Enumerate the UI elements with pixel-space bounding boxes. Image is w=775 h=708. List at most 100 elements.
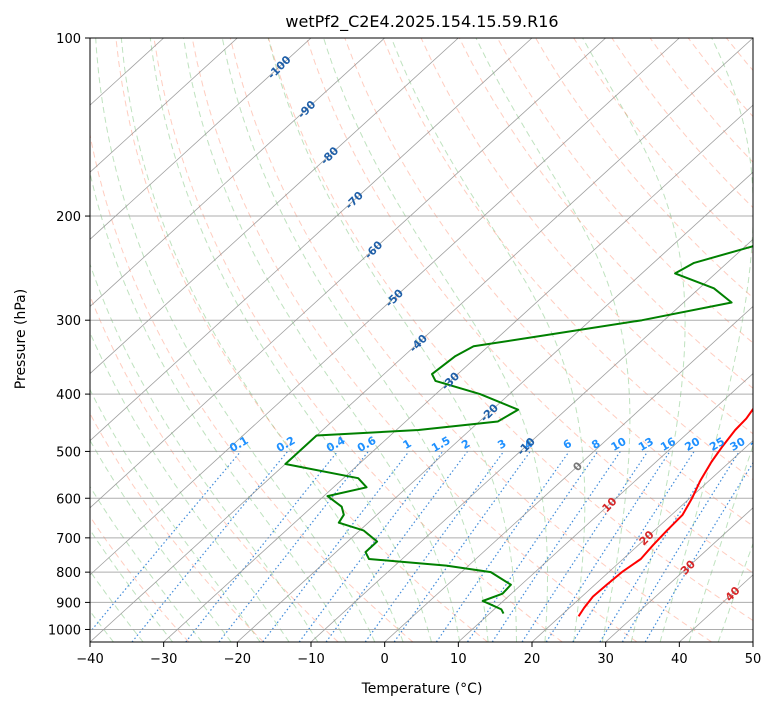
plot-clipped: 0.1 0.2 0.4 0.6 1 1.5 2 3 4 6 8 10 13 16 20 25 30 36-100-… <box>90 38 775 642</box>
dry-adiabat <box>765 38 775 642</box>
y-tick-label: 100 <box>56 32 81 47</box>
mixing-ratio-line <box>491 451 621 642</box>
moist-adiabat <box>90 439 232 642</box>
isotherm-line <box>163 104 753 642</box>
y-tick-label: 1000 <box>48 623 81 638</box>
moist-adiabat <box>90 262 319 642</box>
mixing-ratio-label: 3 <box>495 437 508 452</box>
x-axis-ticks: −40 −30 −20 −10 0 10 20 30 40 50 <box>76 642 761 667</box>
mixing-ratio-line <box>298 451 444 642</box>
mixing-ratio-line <box>466 451 599 642</box>
moist-adiabat <box>183 38 461 642</box>
mixing-ratio-line <box>599 451 720 642</box>
mixing-ratio-line <box>90 451 242 633</box>
y-tick-label: 300 <box>56 314 81 329</box>
moist-adiabat <box>90 388 261 642</box>
moist-adiabat <box>95 38 376 642</box>
y-axis-title: Pressure (hPa) <box>13 289 29 389</box>
moist-adiabat <box>90 485 203 642</box>
isotherm-line <box>90 38 385 307</box>
temperature-profile-line <box>577 407 753 617</box>
moist-adiabat <box>120 38 404 642</box>
y-tick-label: 700 <box>56 532 81 547</box>
dry-adiabat <box>90 515 190 642</box>
mixing-ratio-line <box>364 451 505 642</box>
mixing-ratio-line <box>435 451 570 642</box>
moist-adiabat <box>659 38 753 642</box>
moist-adiabat <box>390 38 586 642</box>
mixing-ratio-line <box>521 451 649 642</box>
mixing-ratio-line <box>262 451 410 642</box>
x-tick-label: −20 <box>224 652 251 667</box>
y-tick-label: 400 <box>56 388 81 403</box>
isotherm-line <box>752 641 753 642</box>
moist-adiabat <box>688 444 753 642</box>
moist-adiabat <box>90 170 347 642</box>
isotherm-line <box>90 38 680 576</box>
dry-adiabat <box>611 38 753 209</box>
isotherm-line <box>90 38 753 642</box>
plot-frame <box>89 37 754 643</box>
x-tick-label: −30 <box>150 652 177 667</box>
mixing-ratio-label: 6 <box>561 437 574 452</box>
mixing-ratio-line <box>572 451 695 642</box>
y-tick-label: 900 <box>56 596 81 611</box>
dry-adiabat <box>115 38 488 642</box>
moist-adiabat <box>582 38 686 642</box>
moist-adiabat <box>90 570 144 642</box>
mixing-ratio-label: 2 <box>459 437 472 452</box>
mixing-ratio-line <box>325 451 468 642</box>
dry-adiabat <box>268 38 753 622</box>
x-tick-label: 40 <box>671 652 688 667</box>
isotherm-line <box>531 440 753 642</box>
dry-adiabat <box>90 132 414 642</box>
moist-adiabat <box>323 38 548 642</box>
dry-adiabat <box>229 38 712 642</box>
isotherm-line <box>310 238 753 642</box>
dewpoint-profile-line <box>284 244 753 615</box>
x-tick-label: 50 <box>745 652 762 667</box>
mixing-ratio-line <box>131 451 289 642</box>
moist-adiabat <box>267 38 517 642</box>
isotherm-line <box>458 373 753 642</box>
dry-adiabat <box>153 38 563 642</box>
y-tick-label: 500 <box>56 445 81 460</box>
y-tick-label: 600 <box>56 492 81 507</box>
dry-adiabat <box>535 38 753 299</box>
isotherm-line <box>237 171 753 642</box>
mixing-ratio-line <box>621 451 740 642</box>
isotherm-line <box>90 38 312 240</box>
x-tick-label: 0 <box>381 652 389 667</box>
moist-adiabat <box>475 38 631 642</box>
x-tick-label: 20 <box>524 652 541 667</box>
isotherm-line <box>605 507 753 642</box>
moist-adiabat <box>717 542 753 642</box>
dry-adiabat <box>90 412 264 642</box>
dry-adiabat <box>687 38 753 118</box>
x-tick-label: −40 <box>76 652 103 667</box>
dry-adiabat <box>344 38 753 527</box>
moist-adiabat <box>90 529 173 642</box>
dry-adiabat <box>306 38 753 574</box>
dry-adiabat <box>726 38 753 72</box>
isotherm-line <box>90 38 238 173</box>
y-tick-label: 800 <box>56 566 81 581</box>
isotherm-line <box>384 305 753 642</box>
dry-adiabat <box>191 38 638 642</box>
x-axis-title: Temperature (°C) <box>361 681 483 697</box>
chart-title: wetPf2_C2E4.2025.154.15.59.R16 <box>285 12 558 32</box>
plot-area: 0.1 0.2 0.4 0.6 1 1.5 2 3 4 6 8 10 13 16 20 25 30 36-100-… <box>89 37 775 643</box>
moist-adiabat <box>149 38 432 642</box>
mixing-ratio-line <box>545 451 671 642</box>
moist-adiabat <box>221 38 489 642</box>
x-tick-label: 30 <box>597 652 614 667</box>
mixing-ratio-line <box>218 451 369 642</box>
y-axis-ticks: 100 200 300 400 500 600 700 800 900 1000 <box>48 32 90 638</box>
dry-adiabat <box>649 38 753 163</box>
x-tick-label: 10 <box>450 652 467 667</box>
x-tick-label: −10 <box>297 652 324 667</box>
isotherm-line <box>90 38 606 509</box>
mixing-ratio-label: 36 <box>748 435 768 454</box>
